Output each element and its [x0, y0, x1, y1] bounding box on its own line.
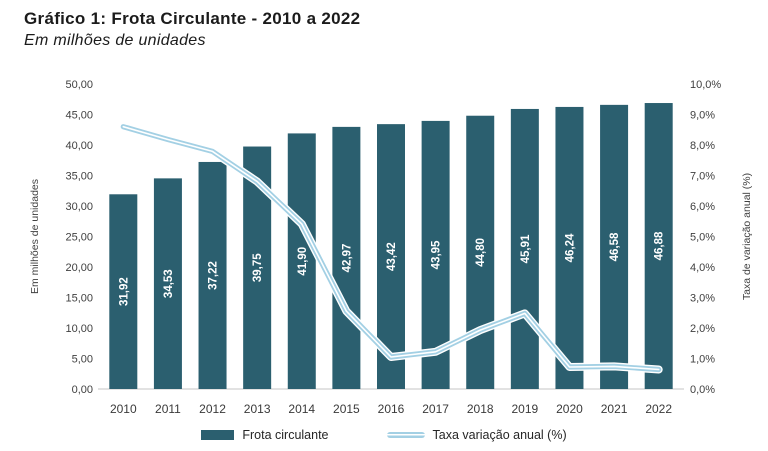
bar-value-label: 44,80 [475, 238, 487, 267]
bar [332, 126, 361, 390]
left-axis-tick-label: 0,00 [72, 384, 93, 396]
x-axis-label: 2014 [288, 402, 315, 416]
right-axis-tick-label: 5,0% [690, 231, 715, 243]
bar [510, 108, 539, 389]
bar-value-label: 46,88 [654, 231, 666, 260]
x-axis-label: 2013 [244, 402, 271, 416]
left-axis-tick-label: 15,00 [65, 292, 93, 304]
left-axis-tick-label: 10,00 [65, 323, 93, 335]
x-axis-label: 2021 [601, 402, 628, 416]
bar [466, 115, 495, 389]
left-axis-tick-label: 25,00 [65, 231, 93, 243]
left-axis-tick-label: 40,00 [65, 140, 93, 152]
bar-value-label: 42,97 [341, 244, 353, 273]
bar [109, 194, 138, 389]
legend-label-frota: Frota circulante [242, 428, 329, 442]
left-axis-tick-label: 35,00 [65, 170, 93, 182]
right-axis-tick-label: 4,0% [690, 262, 715, 274]
line-series-swatch [386, 432, 425, 438]
chart-title: Gráfico 1: Frota Circulante - 2010 a 202… [24, 9, 361, 28]
x-axis-label: 2017 [422, 402, 449, 416]
left-axis-tick-label: 5,00 [72, 353, 93, 365]
bar [555, 106, 584, 389]
bar-value-label: 46,58 [609, 232, 621, 261]
legend-item-taxa-variacao: Taxa variação anual (%) [386, 428, 567, 442]
bar-value-label: 45,91 [520, 234, 532, 263]
bar [600, 104, 629, 389]
bar [644, 103, 673, 390]
x-axis-label: 2016 [378, 402, 405, 416]
right-axis-tick-label: 10,0% [690, 79, 721, 91]
x-axis-label: 2020 [556, 402, 583, 416]
right-axis-tick-label: 9,0% [690, 109, 715, 121]
legend-item-frota-circulante: Frota circulante [201, 428, 329, 442]
right-axis-tick-label: 0,0% [690, 384, 715, 396]
x-axis-label: 2011 [155, 402, 181, 416]
bar-value-label: 43,95 [431, 240, 443, 269]
bar-value-label: 39,75 [252, 253, 264, 282]
bar-value-label: 34,53 [163, 269, 175, 298]
x-axis-label: 2010 [110, 402, 137, 416]
bar-value-label: 37,22 [208, 261, 220, 290]
right-axis-tick-label: 6,0% [690, 201, 715, 213]
right-axis-tick-label: 8,0% [690, 140, 715, 152]
x-axis-label: 2018 [467, 402, 494, 416]
right-axis-tick-label: 2,0% [690, 323, 715, 335]
right-axis-tick-label: 3,0% [690, 292, 715, 304]
bar [198, 161, 227, 389]
x-axis-label: 2022 [645, 402, 672, 416]
left-axis-tick-label: 30,00 [65, 201, 93, 213]
variation-line-core [122, 125, 660, 371]
bar-value-label: 31,92 [118, 277, 130, 306]
x-axis-label: 2019 [511, 402, 538, 416]
left-axis-tick-label: 45,00 [65, 109, 93, 121]
right-axis-tick-label: 1,0% [690, 353, 715, 365]
bar-value-label: 41,90 [297, 247, 309, 276]
left-axis-tick-label: 50,00 [65, 79, 93, 91]
x-axis-label: 2015 [333, 402, 360, 416]
bar-value-label: 43,42 [386, 242, 398, 271]
x-axis-label: 2012 [199, 402, 226, 416]
right-axis-title: Taxa de variação anual (%) [741, 173, 753, 300]
bar-value-label: 46,24 [564, 233, 576, 262]
legend-label-taxa: Taxa variação anual (%) [432, 428, 567, 442]
left-axis-title: Em milhões de unidades [29, 179, 41, 294]
chart-legend: Frota circulante Taxa variação anual (%) [0, 428, 768, 442]
bar [287, 133, 316, 389]
right-axis-tick-label: 7,0% [690, 170, 715, 182]
bar [153, 178, 182, 389]
bar-series-swatch [201, 430, 235, 440]
left-axis-tick-label: 20,00 [65, 262, 93, 274]
chart-subtitle: Em milhões de unidades [24, 32, 206, 49]
